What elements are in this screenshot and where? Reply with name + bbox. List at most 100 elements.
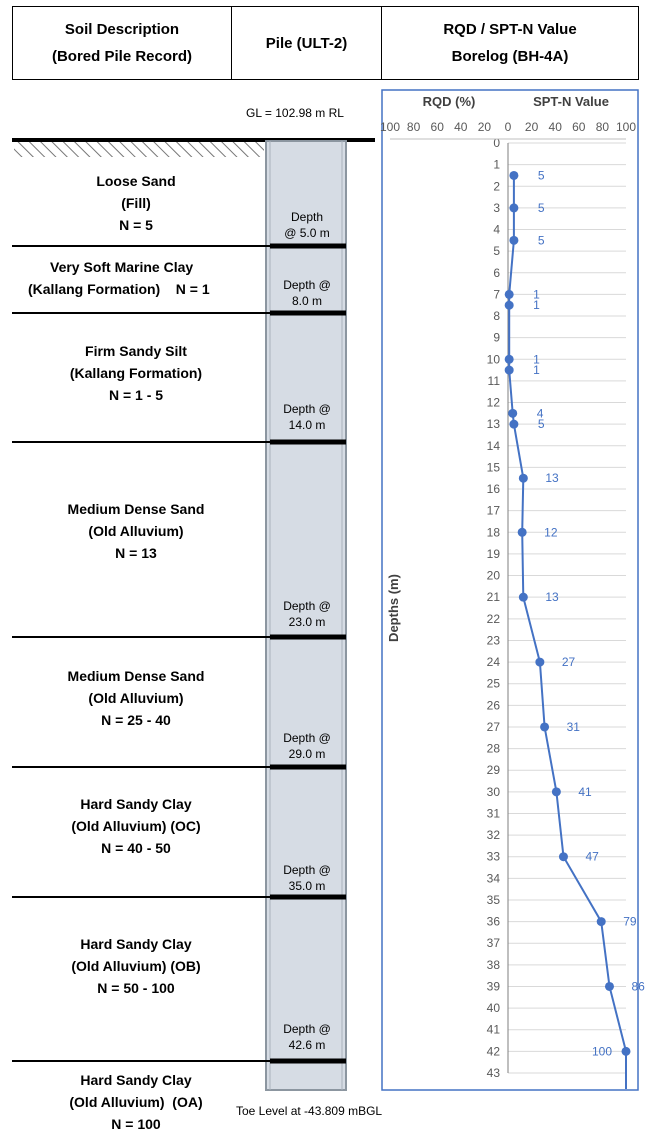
x-tick-rqd: 60 [431,120,445,134]
layer-4-line-1: Medium Dense Sand [67,501,205,517]
spt-data-label: 1 [533,363,540,377]
layer-7-line-3: N = 50 - 100 [97,980,175,996]
y-tick-label: 43 [487,1066,501,1080]
layer-5-line-3: N = 25 - 40 [101,712,171,728]
y-tick-label: 8 [493,309,500,323]
layer-4-line-2: (Old Alluvium) [88,523,184,539]
spt-data-label: 31 [567,720,581,734]
spt-data-label: 1 [533,298,540,312]
x-tick-rqd: 100 [380,120,400,134]
layer-desc-7: Hard Sandy Clay (Old Alluvium) (OB) N = … [10,933,262,999]
x-tick-spt: 20 [525,120,539,134]
y-tick-label: 35 [487,893,501,907]
depth-label-14m-line2: 14.0 m [288,418,326,432]
layer-desc-5: Medium Dense Sand (Old Alluvium) N = 25 … [10,665,262,731]
y-tick-label: 28 [487,742,501,756]
y-tick-label: 20 [487,569,501,583]
depth-label-35m: Depth @ 35.0 m [268,862,346,894]
pile-shaft [265,140,347,1091]
depth-label-35m-line2: 35.0 m [288,879,326,893]
layer-desc-4: Medium Dense Sand (Old Alluvium) N = 13 [10,498,262,564]
spt-data-label: 86 [631,979,645,993]
y-tick-label: 0 [493,136,500,150]
y-tick-label: 41 [487,1023,501,1037]
spt-point [509,235,519,245]
y-tick-label: 4 [493,223,500,237]
layer-8-line-1: Hard Sandy Clay [80,1072,192,1088]
spt-point [518,473,528,483]
y-tick-label: 2 [493,179,500,193]
layer-2-line-2: (Kallang Formation) N = 1 [28,281,210,297]
x-tick-rqd: 20 [478,120,492,134]
layer-1-line-3: N = 5 [119,217,153,233]
layer-desc-8: Hard Sandy Clay (Old Alluvium) (OA) N = … [10,1069,262,1135]
depth-label-23m-line1: Depth @ [283,599,331,613]
y-tick-label: 6 [493,266,500,280]
y-tick-label: 23 [487,633,501,647]
spt-data-label: 100 [592,1044,612,1058]
header-chart-line1: RQD / SPT-N Value [443,21,577,38]
depth-label-35m-line1: Depth @ [283,863,331,877]
y-tick-label: 25 [487,677,501,691]
spt-point [504,300,514,310]
spt-point [621,1046,631,1056]
x-tick-rqd: 80 [407,120,421,134]
depth-axis-title: Depths (m) [386,574,401,642]
spt-point [518,592,528,602]
y-tick-label: 38 [487,958,501,972]
spt-point [509,170,519,180]
x-tick-spt: 80 [596,120,610,134]
y-tick-label: 24 [487,655,501,669]
ground-hatch [14,142,264,157]
spt-data-label: 12 [544,525,558,539]
y-tick-label: 26 [487,698,501,712]
x-tick-rqd: 40 [454,120,468,134]
depth-label-29m: Depth @ 29.0 m [268,730,346,762]
y-tick-label: 3 [493,201,500,215]
header-chart-line2: Borelog (BH-4A) [451,48,569,65]
spt-point [558,852,568,862]
y-tick-label: 9 [493,331,500,345]
layer-desc-6: Hard Sandy Clay (Old Alluvium) (OC) N = … [10,793,262,859]
y-tick-label: 37 [487,936,501,950]
spt-point [540,722,550,732]
y-tick-label: 13 [487,417,501,431]
ground-level-label: GL = 102.98 m RL [246,106,344,120]
header-chart: RQD / SPT-N Value Borelog (BH-4A) [381,6,639,80]
header-pile-label: Pile (ULT-2) [265,34,348,52]
spt-data-label: 79 [623,915,637,929]
y-tick-label: 40 [487,1001,501,1015]
depth-label-29m-line1: Depth @ [283,731,331,745]
y-tick-label: 32 [487,828,501,842]
y-tick-label: 10 [487,352,501,366]
layer-6-line-2: (Old Alluvium) (OC) [71,818,201,834]
header-soil-line1: Soil Description [64,21,180,38]
spt-point [604,981,614,991]
y-tick-label: 7 [493,287,500,301]
y-tick-label: 12 [487,396,501,410]
depth-label-23m-line2: 23.0 m [288,615,326,629]
spt-data-label: 13 [545,590,559,604]
layer-6-line-1: Hard Sandy Clay [80,796,192,812]
spt-data-label: 41 [578,785,592,799]
spt-point [551,787,561,797]
spt-point [535,657,545,667]
y-tick-label: 36 [487,915,501,929]
layer-5-line-2: (Old Alluvium) [88,690,184,706]
depth-label-8m-line2: 8.0 m [291,294,322,308]
depth-label-8m-line1: Depth @ [283,278,331,292]
layer-7-line-1: Hard Sandy Clay [80,936,192,952]
spt-point [596,917,606,927]
layer-3-line-1: Firm Sandy Silt [85,343,187,359]
spt-data-label: 1 [533,287,540,301]
y-tick-label: 5 [493,244,500,258]
y-tick-label: 34 [487,871,501,885]
spt-data-label: 5 [538,168,545,182]
layer-8-line-3: N = 100 [111,1116,161,1132]
depth-label-5m: Depth @ 5.0 m [268,209,346,241]
layer-1-line-2: (Fill) [121,195,151,211]
x-tick-spt: 60 [572,120,586,134]
spt-data-label: 27 [562,655,576,669]
depth-label-5m-line2: @ 5.0 m [284,226,330,240]
spt-data-label: 5 [538,233,545,247]
